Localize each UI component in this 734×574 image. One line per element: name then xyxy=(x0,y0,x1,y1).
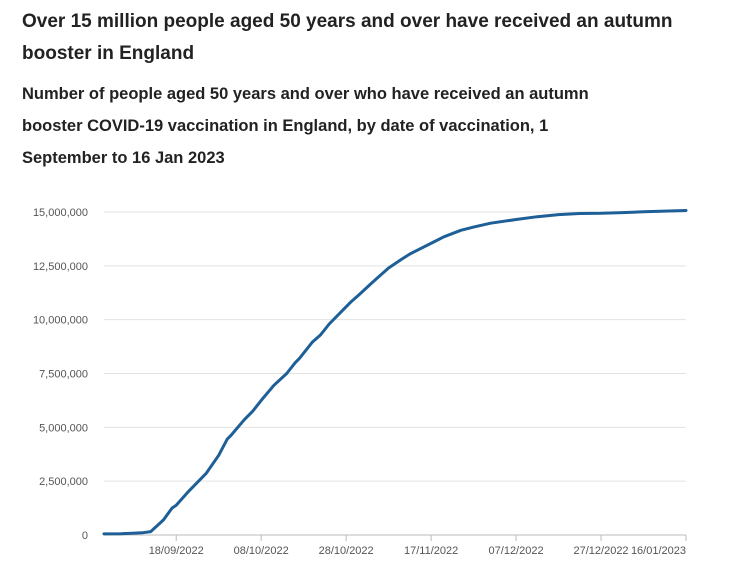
data-point xyxy=(400,258,403,261)
data-point xyxy=(370,282,373,285)
y-tick-label: 0 xyxy=(82,530,88,542)
data-point xyxy=(162,518,165,521)
data-point xyxy=(149,530,152,533)
data-point xyxy=(685,209,687,212)
data-point xyxy=(311,341,314,344)
gridlines xyxy=(104,211,686,482)
x-tick-label: 08/10/2022 xyxy=(234,545,289,557)
data-point xyxy=(417,248,420,251)
data-point xyxy=(472,226,475,229)
page-headline: Over 15 million people aged 50 years and… xyxy=(22,11,673,64)
data-point xyxy=(175,504,178,507)
y-tick-label: 7,500,000 xyxy=(39,369,88,381)
data-point xyxy=(515,218,518,221)
data-point xyxy=(663,210,666,213)
data-point xyxy=(642,210,645,213)
data-point xyxy=(200,476,203,479)
data-point xyxy=(434,240,437,243)
data-point xyxy=(379,274,382,277)
data-point xyxy=(357,293,360,296)
data-point xyxy=(578,212,581,215)
x-tick-label: 27/12/2022 xyxy=(574,545,629,557)
data-point xyxy=(260,399,263,402)
data-point xyxy=(298,357,301,360)
y-tick-label: 10,000,000 xyxy=(33,315,88,327)
x-tick-label: 16/01/2023 xyxy=(631,545,686,557)
y-tick-label: 15,000,000 xyxy=(33,207,88,219)
data-point xyxy=(349,301,352,304)
data-point xyxy=(459,229,462,232)
data-point xyxy=(387,267,390,269)
x-axis-tick-labels: 18/09/2022 08/10/2022 28/10/2022 17/11/2022… xyxy=(149,535,687,557)
data-point xyxy=(621,211,624,214)
data-point xyxy=(557,213,560,216)
data-point xyxy=(272,384,275,387)
data-point xyxy=(294,361,297,364)
series-line xyxy=(102,209,688,536)
x-tick-label: 17/11/2022 xyxy=(404,545,458,557)
y-tick-label: 5,000,000 xyxy=(39,422,88,434)
data-point xyxy=(188,489,190,492)
x-tick-label: 07/12/2022 xyxy=(489,545,544,557)
y-axis-tick-labels: 0 2,500,000 5,000,000 7,500,000 10,000,000 12… xyxy=(33,207,88,542)
data-point xyxy=(328,323,331,325)
data-point xyxy=(120,532,122,535)
data-point xyxy=(536,215,539,218)
data-point xyxy=(408,253,411,255)
data-point xyxy=(489,222,492,225)
data-point xyxy=(217,454,220,457)
data-point xyxy=(103,532,105,535)
data-point xyxy=(141,531,144,534)
data-point xyxy=(243,418,246,421)
data-point xyxy=(205,472,207,475)
data-point xyxy=(340,310,343,313)
y-tick-label: 12,500,000 xyxy=(33,261,88,273)
chart-title: Number of people aged 50 years and over … xyxy=(22,85,589,167)
data-points xyxy=(103,209,687,535)
data-point xyxy=(226,438,229,441)
data-point xyxy=(442,235,445,238)
y-tick-label: 2,500,000 xyxy=(39,476,88,488)
data-point xyxy=(171,507,173,510)
data-point xyxy=(230,433,233,436)
x-tick-label: 28/10/2022 xyxy=(319,545,374,557)
data-point xyxy=(600,212,602,215)
x-tick-label: 18/09/2022 xyxy=(149,545,204,557)
data-point xyxy=(285,372,288,375)
data-point xyxy=(251,410,254,413)
data-point xyxy=(319,333,322,336)
